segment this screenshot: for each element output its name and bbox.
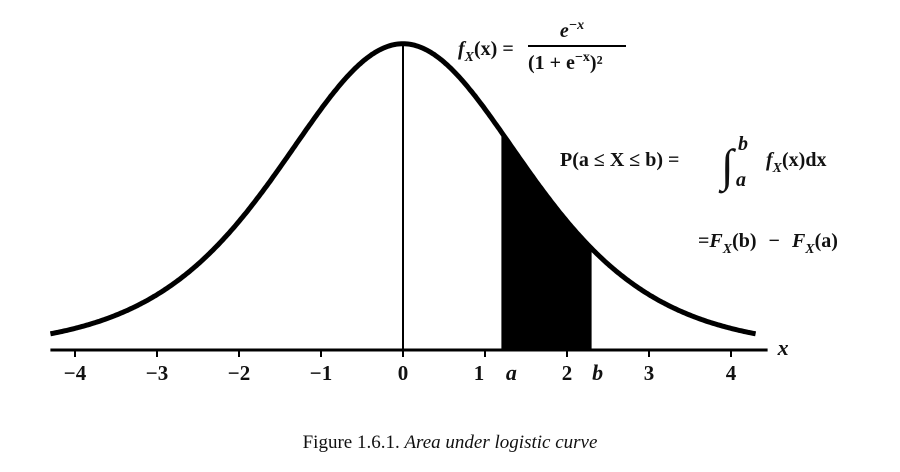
svg-text:e−x: e−x: [560, 18, 584, 42]
cdf-sub2: X: [804, 242, 815, 257]
interval-label-a: a: [506, 360, 517, 385]
x-tick-label: 0: [398, 361, 409, 385]
cdf-sub1: X: [722, 242, 733, 257]
density-formula: fX(x) = e−x (1 + e−x)²: [458, 18, 626, 74]
probability-formula: P(a ≤ X ≤ b) = ∫ b a fX(x)dx: [560, 133, 826, 194]
x-tick-label: 2: [562, 361, 573, 385]
caption-number: Figure 1.6.1.: [303, 432, 400, 453]
svg-text:fX(x)dx: fX(x)dx: [766, 149, 826, 176]
integral-lower-limit: a: [736, 169, 746, 191]
x-ticks: [74, 350, 732, 357]
cdf-F1: F: [708, 230, 723, 252]
x-tick-label: 3: [644, 361, 655, 385]
density-sub: X: [464, 50, 475, 65]
cdf-arg2: (a): [815, 230, 838, 252]
cdf-F2: F: [791, 230, 806, 252]
integral-upper-limit: b: [738, 133, 748, 155]
cdf-minus: −: [769, 230, 780, 252]
x-axis-label: x: [777, 335, 789, 360]
integrand-sub: X: [772, 161, 783, 176]
density-numerator-exp: −x: [569, 18, 584, 33]
density-denominator-tail: )²: [590, 52, 603, 74]
caption-text: Area under logistic curve: [402, 432, 597, 453]
figure-caption: Figure 1.6.1. Area under logistic curve: [303, 432, 598, 453]
density-denominator-exp: −x: [575, 50, 590, 65]
density-denominator: (1 + e: [528, 52, 575, 74]
integrand-tail: (x)dx: [782, 149, 826, 171]
svg-text:=FX(b)−FX(a): =FX(b) − FX(a): [698, 230, 838, 257]
x-tick-label: −1: [310, 361, 332, 385]
logistic-density-curve: [49, 41, 757, 337]
svg-text:(1 + e−x)²: (1 + e−x)²: [528, 50, 603, 74]
density-numerator: e: [560, 20, 569, 42]
x-tick-labels: −4 −3 −2 −1 0 1 2 3 4: [64, 361, 737, 385]
shaded-area-a-to-b: [501, 132, 592, 350]
probability-lhs: P(a ≤ X ≤ b) =: [560, 149, 679, 171]
cdf-formula: =FX(b) − FX(a): [698, 230, 838, 257]
x-tick-label: 1: [474, 361, 485, 385]
x-tick-label: −3: [146, 361, 168, 385]
x-tick-label: −4: [64, 361, 87, 385]
cdf-eq: =: [698, 230, 709, 252]
x-tick-label: 4: [726, 361, 737, 385]
svg-text:fX(x) =: fX(x) =: [458, 38, 514, 65]
density-arg: (x) =: [474, 38, 514, 60]
interval-label-b: b: [592, 360, 603, 385]
x-tick-label: −2: [228, 361, 250, 385]
integrand-f: f: [766, 149, 775, 171]
density-f: f: [458, 38, 467, 60]
cdf-arg1: (b): [732, 230, 756, 252]
integral-sign: ∫: [718, 140, 736, 194]
